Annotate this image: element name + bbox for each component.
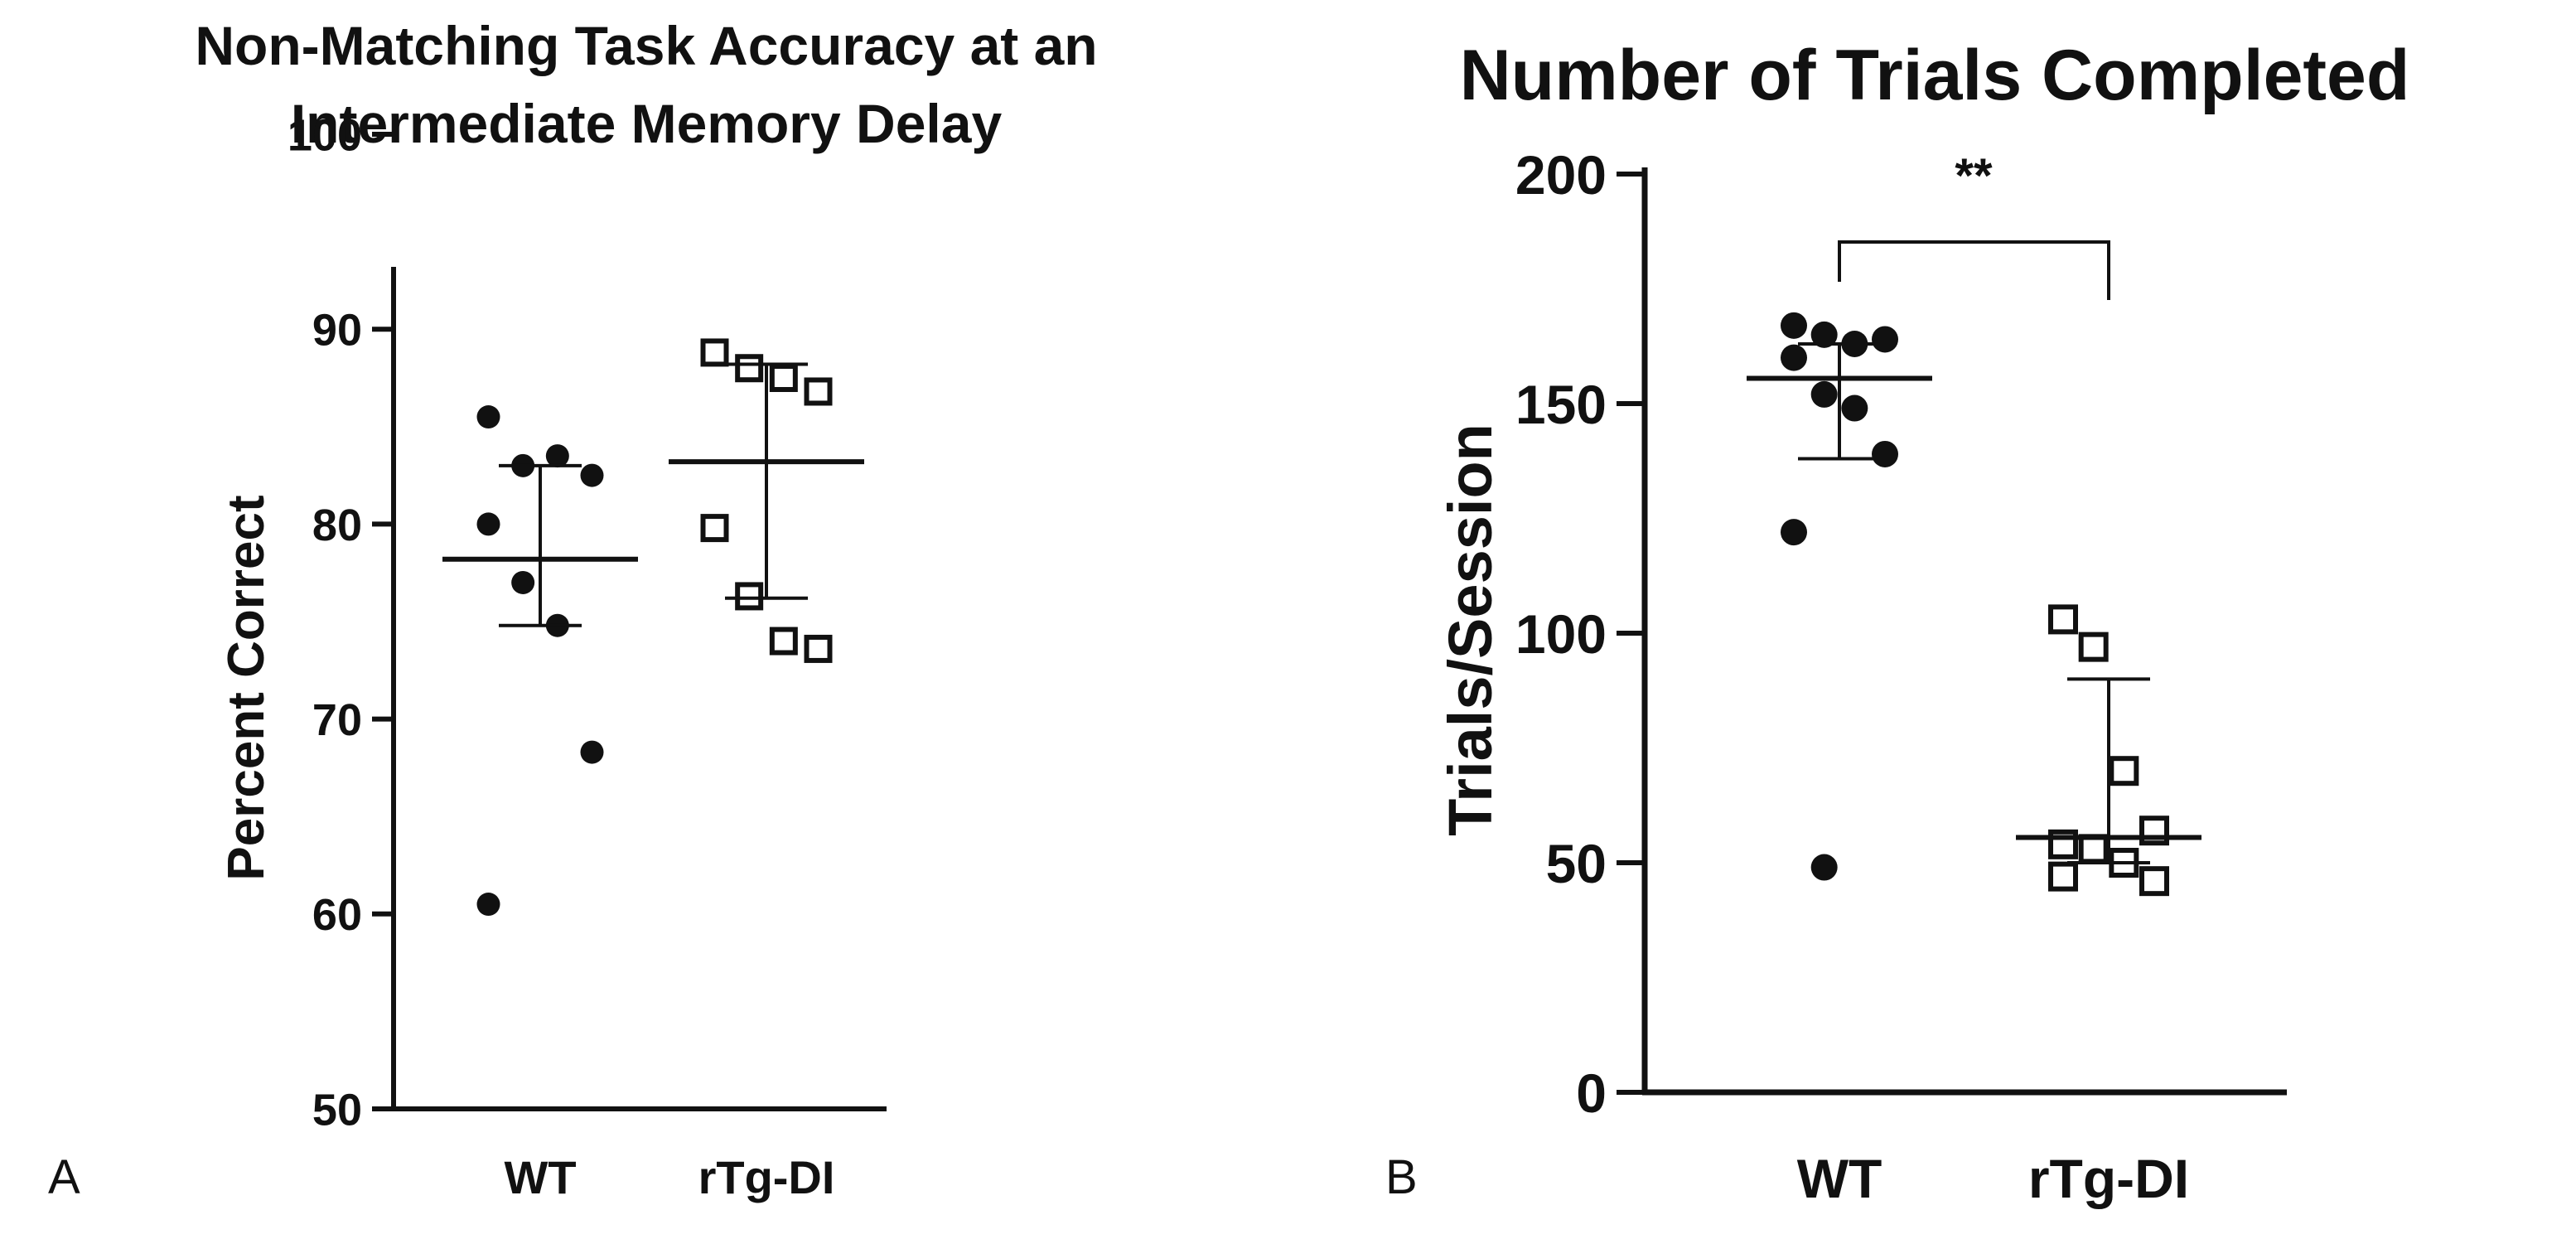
y-tick-label: 100 xyxy=(288,110,362,160)
panel-a-title-line-1: Non-Matching Task Accuracy at an xyxy=(195,15,1097,76)
x-tick-label: rTg-DI xyxy=(2028,1148,2189,1209)
data-point xyxy=(1810,380,1838,408)
panel-a: Non-Matching Task Accuracy at an Interme… xyxy=(48,15,1098,1204)
data-point xyxy=(1841,394,1868,422)
data-point xyxy=(476,405,500,429)
data-point xyxy=(769,627,798,656)
data-point xyxy=(1872,440,1898,467)
panel-a-marks xyxy=(442,338,864,917)
data-point xyxy=(804,634,833,663)
y-tick-label: 0 xyxy=(1576,1062,1607,1124)
y-tick-label: 50 xyxy=(1546,833,1607,894)
data-point xyxy=(580,740,604,764)
y-tick-label: 50 xyxy=(312,1085,362,1135)
panel-a-title-line-2: Intermediate Memory Delay xyxy=(291,93,1003,154)
panel-b-x-ticks: WT rTg-DI xyxy=(1797,1148,2189,1209)
data-point xyxy=(735,582,764,611)
y-tick-label: 80 xyxy=(312,501,362,550)
data-point xyxy=(2048,861,2078,892)
data-point xyxy=(1810,854,1838,881)
data-point xyxy=(804,377,833,406)
panel-a-label: A xyxy=(48,1150,80,1204)
data-point xyxy=(476,893,500,917)
panel-a-y-axis-label: Percent Correct xyxy=(218,495,275,880)
data-point xyxy=(735,354,764,383)
panel-b: Number of Trials Completed 050100150200 … xyxy=(1385,36,2409,1209)
data-point xyxy=(700,514,729,543)
data-point xyxy=(2048,604,2078,635)
panel-a-x-ticks: WT rTg-DI xyxy=(504,1151,834,1203)
panel-b-label: B xyxy=(1385,1150,1418,1204)
data-point xyxy=(476,512,500,536)
y-tick-label: 70 xyxy=(312,695,362,745)
panel-a-y-ticks: 50 60 70 80 90 100 xyxy=(288,110,394,1135)
data-point xyxy=(1781,344,1807,371)
data-point xyxy=(2078,834,2109,864)
data-point xyxy=(769,364,798,392)
data-point xyxy=(580,463,604,487)
data-point xyxy=(2109,756,2139,786)
data-point xyxy=(545,444,569,468)
data-point xyxy=(1781,312,1807,339)
panel-b-y-axis-label: Trials/Session xyxy=(1436,423,1505,836)
significance-stars: ** xyxy=(1955,149,1993,203)
y-tick-label: 200 xyxy=(1515,144,1607,206)
data-point xyxy=(1872,326,1898,353)
y-tick-label: 150 xyxy=(1515,374,1607,435)
y-tick-label: 100 xyxy=(1515,603,1607,665)
x-tick-label: WT xyxy=(1797,1148,1882,1209)
x-tick-label: rTg-DI xyxy=(698,1151,835,1203)
y-tick-label: 60 xyxy=(312,890,362,940)
panel-b-title: Number of Trials Completed xyxy=(1460,36,2410,115)
panel-b-marks xyxy=(1747,312,2201,897)
data-point xyxy=(1810,321,1838,348)
data-point xyxy=(511,570,535,594)
data-point xyxy=(700,338,729,367)
y-tick-label: 90 xyxy=(312,306,362,356)
data-point xyxy=(2139,866,2169,897)
panel-b-y-ticks: 0 50 100 150 200 xyxy=(1515,144,1645,1124)
data-point xyxy=(1781,519,1807,546)
significance-bracket xyxy=(1838,240,2110,300)
x-tick-label: WT xyxy=(504,1151,576,1203)
data-point xyxy=(2078,632,2109,662)
